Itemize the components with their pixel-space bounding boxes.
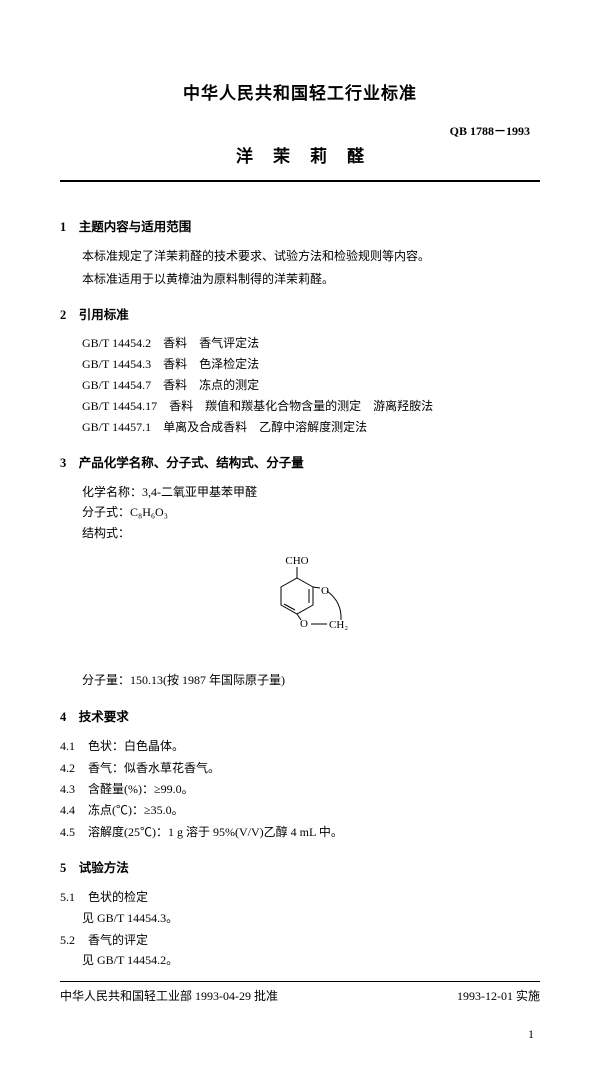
spec-52-body: 见 GB/T 14454.2。 (60, 951, 540, 971)
spec-44: 4.4冻点(℃)：≥35.0。 (60, 800, 540, 820)
sub-title: 洋茉莉醛 (60, 143, 540, 172)
spec-42: 4.2香气：似香水草花香气。 (60, 758, 540, 778)
ref-1: GB/T 14454.2 香料 香气评定法 (60, 334, 540, 354)
chem-name: 化学名称：3,4-二氧亚甲基苯甲醛 (60, 483, 540, 503)
main-title: 中华人民共和国轻工行业标准 (60, 80, 540, 109)
title-rule (60, 180, 540, 182)
ref-4: GB/T 14454.17 香料 羰值和羰基化合物含量的测定 游离羟胺法 (60, 397, 540, 417)
ref-3: GB/T 14454.7 香料 冻点的测定 (60, 376, 540, 396)
section-4-title: 4 技术要求 (60, 707, 540, 728)
spec-45: 4.5溶解度(25℃)：1 g 溶于 95%(V/V)乙醇 4 mL 中。 (60, 822, 540, 842)
spec-52: 5.2香气的评定 (60, 930, 540, 950)
spec-51-body: 见 GB/T 14454.3。 (60, 909, 540, 929)
footer-rule (60, 981, 540, 982)
spec-51: 5.1色状的检定 (60, 887, 540, 907)
formula: 分子式：C₈H₆O₃ (60, 503, 540, 523)
spec-41: 4.1色状：白色晶体。 (60, 736, 540, 756)
spec-43: 4.3含醛量(%)：≥99.0。 (60, 779, 540, 799)
section-2-title: 2 引用标准 (60, 305, 540, 326)
footer: 中华人民共和国轻工业部 1993-04-29 批准 1993-12-01 实施 (60, 986, 540, 1006)
section-3-title: 3 产品化学名称、分子式、结构式、分子量 (60, 453, 540, 474)
molecular-weight: 分子量：150.13(按 1987 年国际原子量) (60, 670, 540, 690)
page-number: 1 (60, 1024, 540, 1044)
footer-left: 中华人民共和国轻工业部 1993-04-29 批准 (60, 986, 278, 1006)
section-1-title: 1 主题内容与适用范围 (60, 217, 540, 238)
standard-code: QB 1788－1993 (60, 121, 540, 141)
section-1-p1: 本标准规定了洋茉莉醛的技术要求、试验方法和检验规则等内容。 (60, 246, 540, 266)
structure-diagram: CHO O O CH₂ (60, 554, 540, 660)
footer-right: 1993-12-01 实施 (457, 986, 540, 1006)
structure-label: 结构式： (60, 524, 540, 544)
section-1-p2: 本标准适用于以黄樟油为原料制得的洋茉莉醛。 (60, 269, 540, 289)
ch2-label: CH₂ (329, 619, 348, 631)
section-5-title: 5 试验方法 (60, 858, 540, 879)
ref-2: GB/T 14454.3 香料 色泽检定法 (60, 355, 540, 375)
cho-label: CHO (285, 555, 308, 567)
ref-5: GB/T 14457.1 单离及合成香料 乙醇中溶解度测定法 (60, 418, 540, 438)
